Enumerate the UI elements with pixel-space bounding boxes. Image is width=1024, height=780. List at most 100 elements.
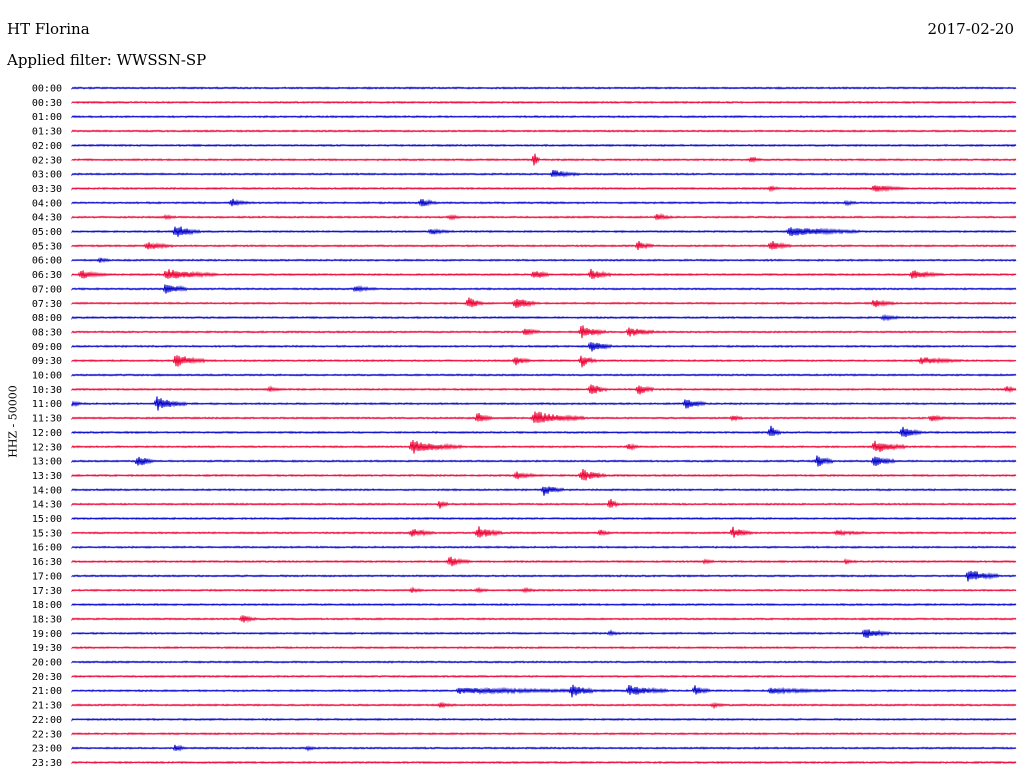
- time-tick-label: 22:30: [32, 729, 62, 740]
- time-tick-label: 09:30: [32, 356, 62, 367]
- time-tick-label: 04:30: [32, 213, 62, 224]
- seismic-trace: [71, 614, 1017, 623]
- time-tick-label: 11:00: [32, 399, 62, 410]
- time-tick-label: 16:30: [32, 557, 62, 568]
- time-tick-label: 15:30: [32, 528, 62, 539]
- seismic-trace: [71, 701, 1017, 710]
- seismic-trace: [71, 586, 1017, 594]
- time-tick-label: 05:30: [32, 241, 62, 252]
- time-tick-label: 07:00: [32, 284, 62, 295]
- time-tick-label: 07:30: [32, 299, 62, 310]
- seismic-trace: [71, 645, 1017, 650]
- seismic-trace: [71, 545, 1017, 549]
- time-tick-label: 19:30: [32, 643, 62, 654]
- seismic-trace: [71, 556, 1017, 567]
- seismic-trace: [71, 516, 1017, 521]
- seismic-trace: [71, 355, 1017, 368]
- seismic-trace: [71, 486, 1017, 496]
- time-tick-label: 20:30: [32, 672, 62, 683]
- seismic-trace: [71, 674, 1017, 679]
- seismic-trace: [71, 226, 1017, 237]
- seismic-trace: [71, 170, 1017, 178]
- seismic-trace: [71, 744, 1017, 752]
- seismic-trace: [71, 373, 1017, 377]
- seismic-trace: [71, 100, 1017, 105]
- seismic-trace: [71, 114, 1017, 119]
- time-tick-label: 01:30: [32, 127, 62, 138]
- seismic-trace: [71, 660, 1017, 664]
- seismic-trace: [71, 717, 1017, 722]
- seismic-trace: [71, 297, 1017, 308]
- time-tick-label: 19:00: [32, 629, 62, 640]
- record-date: 2017-02-20: [927, 20, 1014, 38]
- time-tick-label: 08:00: [32, 313, 62, 324]
- seismic-trace: [71, 143, 1017, 148]
- seismic-trace: [71, 760, 1017, 765]
- time-tick-label: 14:00: [32, 485, 62, 496]
- seismic-trace: [71, 732, 1017, 736]
- time-tick-label: 22:00: [32, 715, 62, 726]
- time-tick-label: 17:00: [32, 571, 62, 582]
- time-tick-label: 02:30: [32, 155, 62, 166]
- time-tick-label: 05:00: [32, 227, 62, 238]
- time-tick-label: 21:00: [32, 686, 62, 697]
- time-tick-label: 23:00: [32, 744, 62, 755]
- time-tick-label: 13:00: [32, 457, 62, 468]
- time-tick-label: 18:00: [32, 600, 62, 611]
- time-tick-label: 14:30: [32, 500, 62, 511]
- seismic-trace: [71, 129, 1017, 133]
- time-tick-label: 10:30: [32, 385, 62, 396]
- seismic-trace: [71, 629, 1017, 638]
- seismic-trace: [71, 570, 1017, 582]
- seismic-trace: [71, 602, 1017, 607]
- seismic-trace: [71, 284, 1017, 294]
- seismic-trace: [71, 257, 1017, 263]
- seismic-trace: [71, 86, 1017, 90]
- time-tick-label: 15:00: [32, 514, 62, 525]
- seismic-trace: [71, 526, 1017, 538]
- time-tick-label: 12:00: [32, 428, 62, 439]
- time-tick-label: 23:30: [32, 758, 62, 769]
- seismic-trace: [71, 185, 1017, 193]
- seismic-trace: [71, 396, 1017, 411]
- time-tick-label: 16:00: [32, 543, 62, 554]
- time-tick-label: 12:30: [32, 442, 62, 453]
- seismic-trace: [71, 325, 1017, 339]
- time-tick-label: 20:00: [32, 658, 62, 669]
- time-tick-label: 06:00: [32, 256, 62, 267]
- time-tick-label: 00:00: [32, 84, 62, 95]
- time-tick-label: 04:00: [32, 198, 62, 209]
- seismic-trace: [71, 384, 1017, 395]
- time-tick-label: 03:30: [32, 184, 62, 195]
- time-tick-label: 08:30: [32, 327, 62, 338]
- seismic-trace: [71, 498, 1017, 509]
- seismic-trace: [71, 440, 1017, 454]
- seismic-trace: [71, 469, 1017, 481]
- time-tick-label: 18:30: [32, 614, 62, 625]
- seismic-trace: [71, 342, 1017, 352]
- time-tick-label: 09:00: [32, 342, 62, 353]
- seismic-trace: [71, 241, 1017, 250]
- seismic-trace: [71, 411, 1017, 423]
- station-name: HT Florina: [7, 20, 90, 38]
- time-tick-label: 06:30: [32, 270, 62, 281]
- time-tick-label: 02:00: [32, 141, 62, 152]
- seismic-trace: [71, 268, 1017, 279]
- seismic-trace: [71, 425, 1017, 438]
- filter-label: Applied filter: WWSSN-SP: [7, 51, 207, 69]
- time-tick-label: 01:00: [32, 112, 62, 123]
- seismic-trace: [71, 153, 1017, 166]
- time-tick-label: 21:30: [32, 701, 62, 712]
- seismic-trace: [71, 313, 1017, 322]
- time-tick-label: 17:30: [32, 586, 62, 597]
- time-tick-label: 00:30: [32, 98, 62, 109]
- time-tick-label: 13:30: [32, 471, 62, 482]
- time-tick-label: 03:00: [32, 170, 62, 181]
- seismic-trace: [71, 455, 1017, 467]
- seismic-trace: [71, 212, 1017, 221]
- time-tick-label: 10:00: [32, 371, 62, 382]
- seismic-trace: [71, 684, 1017, 698]
- time-tick-label: 11:30: [32, 414, 62, 425]
- seismic-trace: [71, 198, 1017, 207]
